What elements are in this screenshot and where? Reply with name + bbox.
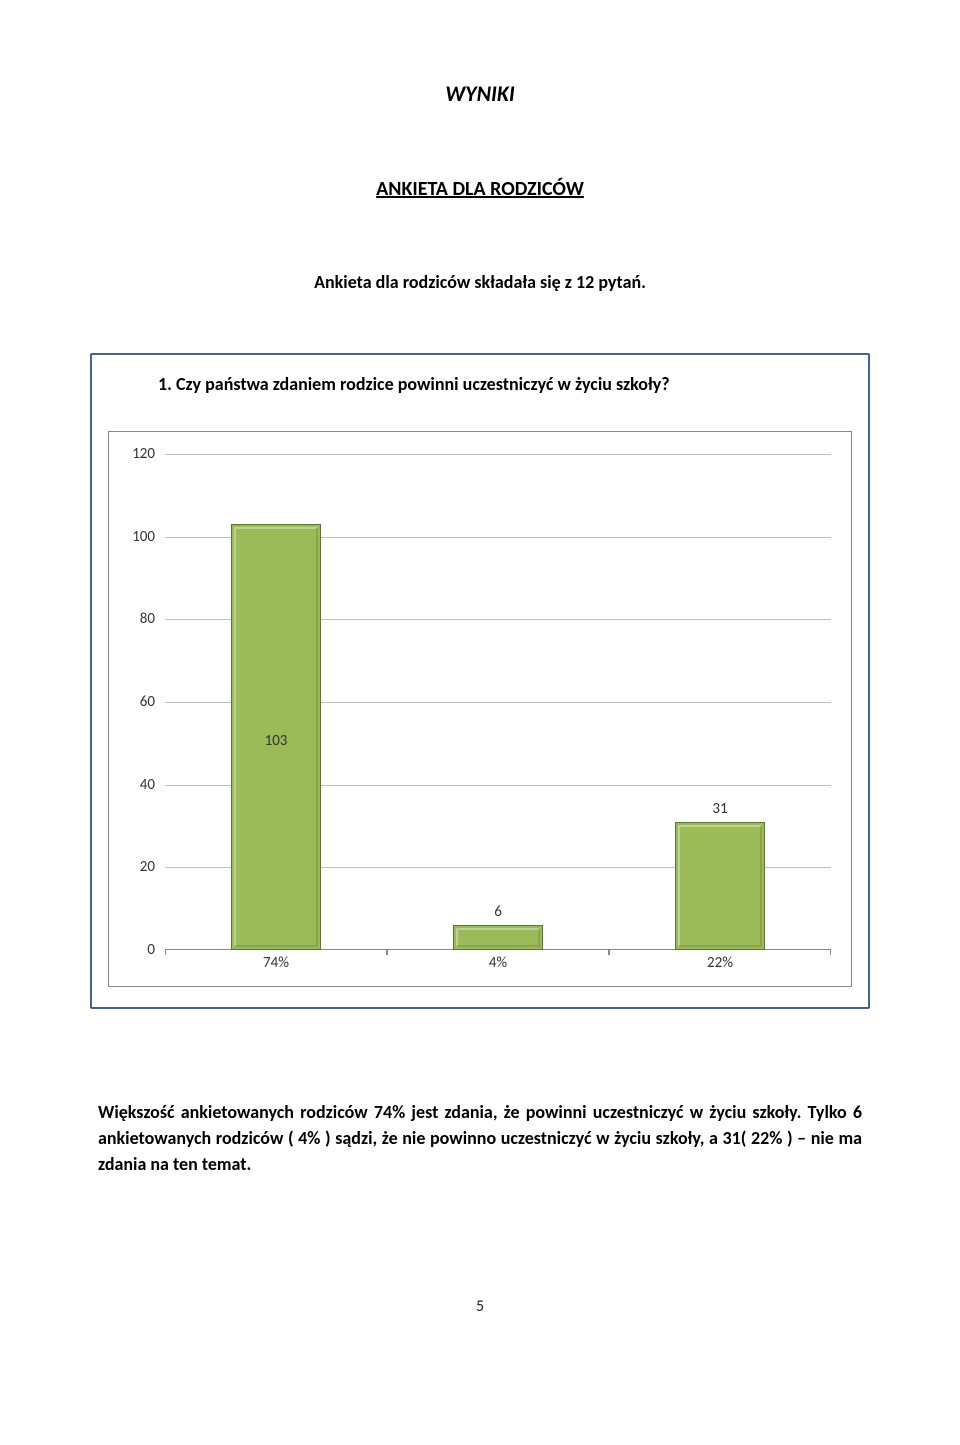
page-number: 5: [90, 1297, 870, 1316]
bar-wrap: 31: [675, 822, 765, 950]
y-tick-label: 0: [147, 941, 155, 959]
bar-value-label: 31: [675, 800, 765, 818]
y-tick-label: 40: [140, 776, 155, 794]
document-page: WYNIKI ANKIETA DLA RODZICÓW Ankieta dla …: [0, 0, 960, 1356]
category: 64%: [387, 454, 609, 950]
y-tick-label: 100: [132, 528, 155, 546]
chart-container: 020406080100120 10374%64%3122%: [108, 431, 852, 987]
question-container: 1. Czy państwa zdaniem rodzice powinni u…: [90, 353, 870, 1009]
y-axis: 020406080100120: [125, 454, 161, 950]
plot-area: 10374%64%3122%: [165, 454, 831, 950]
bar-wrap: 103: [231, 524, 321, 950]
bar: [675, 822, 765, 950]
category-label: 74%: [165, 950, 387, 972]
y-tick-label: 20: [140, 858, 155, 876]
y-tick-label: 80: [140, 610, 155, 628]
intro-text: Ankieta dla rodziców składała się z 12 p…: [90, 271, 870, 293]
category-label: 22%: [609, 950, 831, 972]
section-subtitle: ANKIETA DLA RODZICÓW: [90, 177, 870, 201]
bar-value-label: 103: [231, 732, 321, 750]
y-tick-label: 120: [132, 445, 155, 463]
category: 3122%: [609, 454, 831, 950]
bar-value-label: 6: [453, 903, 543, 921]
bar-wrap: 6: [453, 925, 543, 950]
question-text: 1. Czy państwa zdaniem rodzice powinni u…: [128, 373, 852, 395]
bar-chart: 020406080100120 10374%64%3122%: [125, 454, 835, 974]
y-tick-label: 60: [140, 693, 155, 711]
bar: [453, 925, 543, 950]
category-label: 4%: [387, 950, 609, 972]
page-title: WYNIKI: [90, 80, 870, 107]
category: 10374%: [165, 454, 387, 950]
summary-text: Większość ankietowanych rodziców 74% jes…: [90, 1049, 870, 1177]
